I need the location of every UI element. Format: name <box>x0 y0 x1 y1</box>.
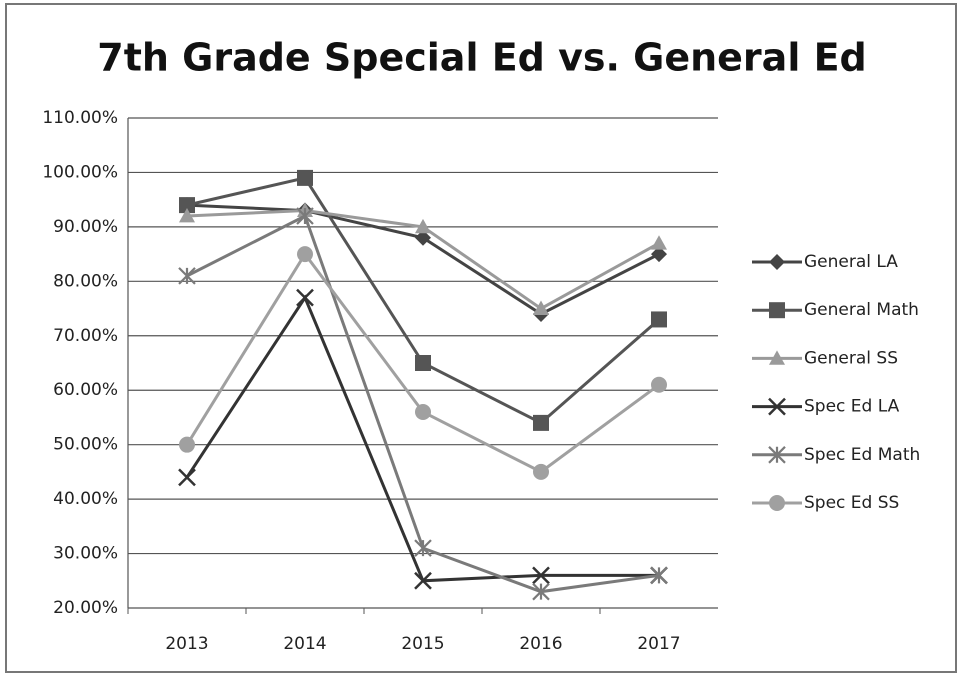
x-tick-label: 2015 <box>401 634 444 654</box>
point-marker <box>178 267 196 285</box>
legend-label: General LA <box>804 252 898 272</box>
y-tick-label: 30.00% <box>53 544 118 564</box>
legend-label: General SS <box>804 348 898 368</box>
point-marker <box>414 539 432 557</box>
y-tick-label: 60.00% <box>53 380 118 400</box>
x-tick-label: 2017 <box>637 634 680 654</box>
point-marker <box>532 566 550 585</box>
legend-marker <box>769 495 785 511</box>
point-marker <box>533 300 549 315</box>
point-marker <box>178 468 196 487</box>
point-marker <box>179 197 195 214</box>
legend-marker <box>769 254 785 270</box>
y-tick-label: 40.00% <box>53 489 118 509</box>
point-marker <box>297 246 313 263</box>
x-tick-label: 2016 <box>519 634 562 654</box>
legend-label: Spec Ed Math <box>804 445 920 465</box>
y-tick-label: 110.00% <box>42 108 118 128</box>
y-tick-label: 70.00% <box>53 326 118 346</box>
point-marker <box>297 169 313 186</box>
legend-label: Spec Ed LA <box>804 397 900 417</box>
y-tick-label: 50.00% <box>53 435 118 455</box>
chart-frame <box>5 3 957 673</box>
point-marker <box>179 436 195 453</box>
legend-marker <box>768 397 786 416</box>
chart-title: 7th Grade Special Ed vs. General Ed <box>97 36 866 80</box>
y-tick-label: 20.00% <box>53 598 118 618</box>
x-tick-label: 2014 <box>283 634 326 654</box>
point-marker <box>533 463 549 480</box>
point-marker <box>651 311 667 328</box>
point-marker <box>532 582 550 601</box>
legend-marker <box>769 302 785 319</box>
point-marker <box>415 229 431 246</box>
point-marker <box>179 208 195 223</box>
y-tick-label: 80.00% <box>53 271 118 291</box>
point-marker <box>296 288 314 307</box>
y-tick-label: 100.00% <box>42 162 118 182</box>
point-marker <box>651 235 667 250</box>
point-marker <box>533 414 549 431</box>
point-marker <box>415 355 431 371</box>
legend-marker <box>768 446 786 464</box>
point-marker <box>650 566 668 585</box>
point-marker <box>651 246 667 263</box>
y-tick-label: 90.00% <box>53 217 118 237</box>
legend-label: Spec Ed SS <box>804 493 899 513</box>
point-marker <box>414 571 432 590</box>
point-marker <box>415 218 431 234</box>
point-marker <box>415 404 431 420</box>
point-marker <box>296 207 314 225</box>
legend-marker <box>769 350 785 365</box>
x-tick-label: 2013 <box>165 634 208 654</box>
point-marker <box>651 376 667 393</box>
legend-label: General Math <box>804 300 919 320</box>
